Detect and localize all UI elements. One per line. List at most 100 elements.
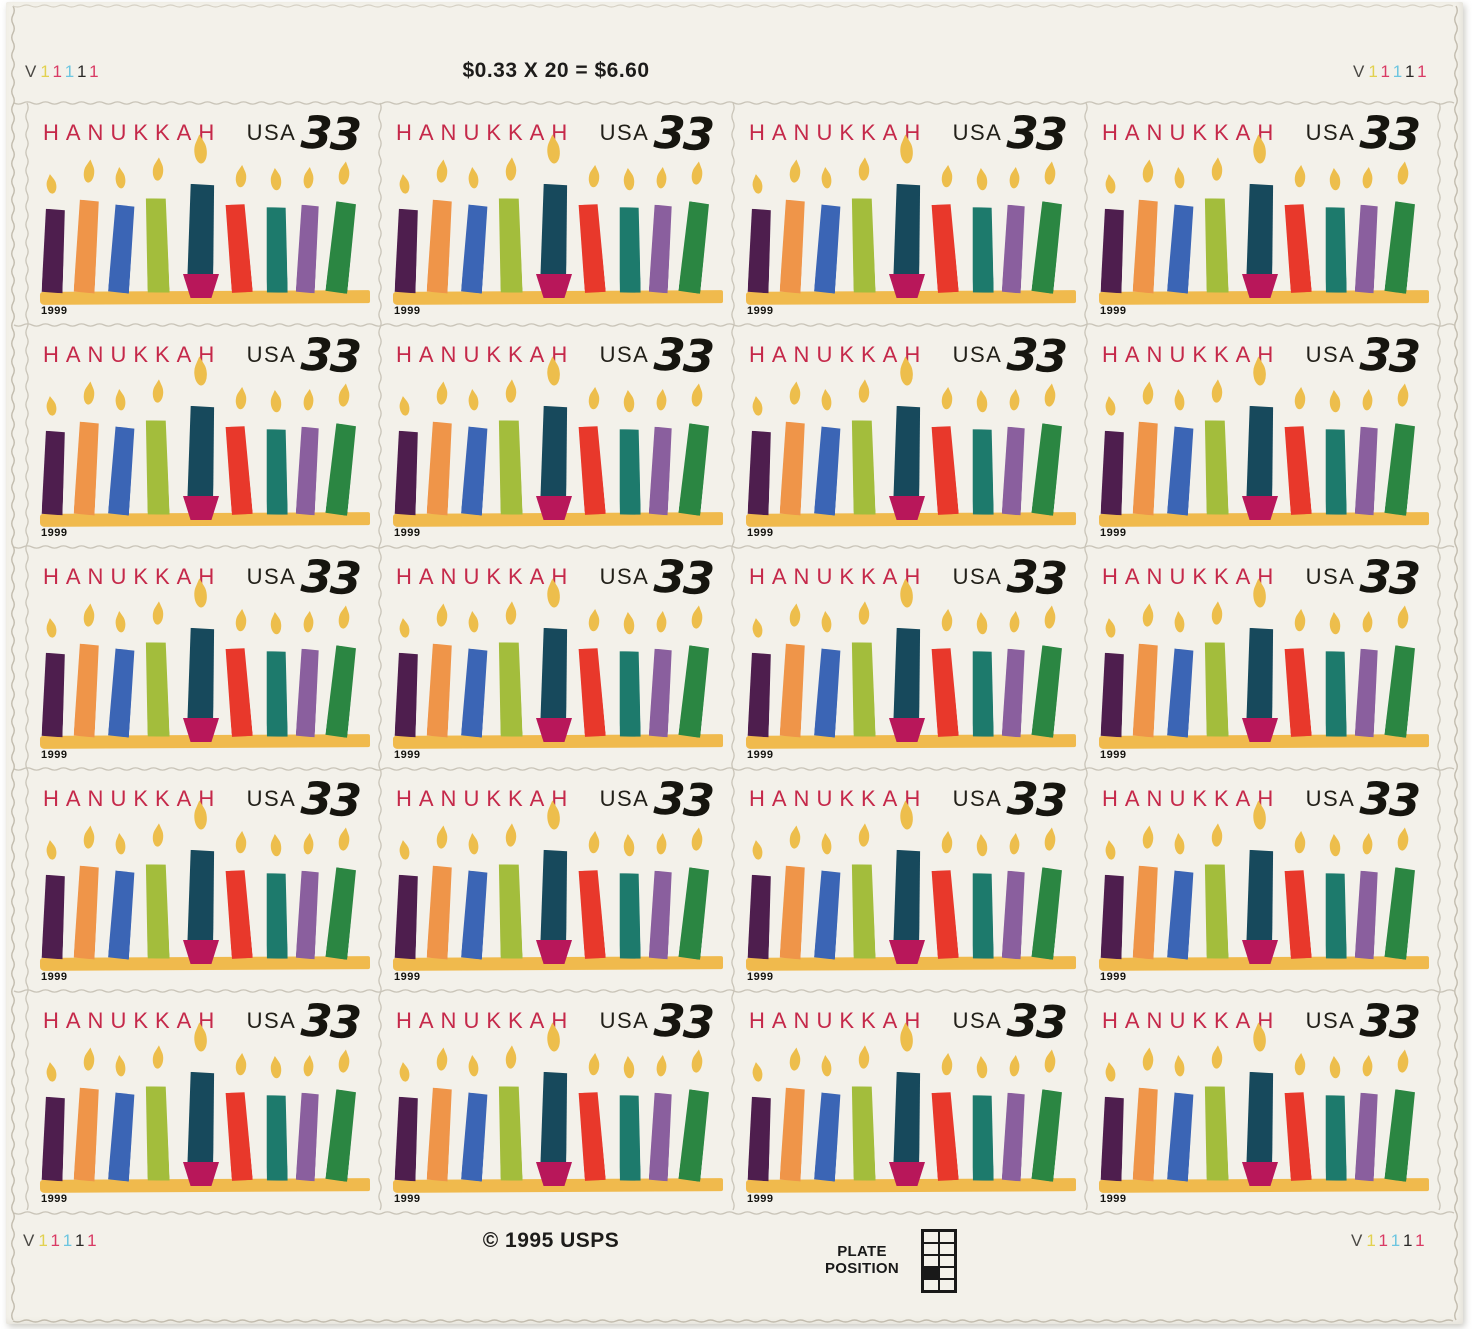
candle: [497, 642, 522, 738]
candle-flame: [750, 174, 765, 197]
candle: [893, 850, 921, 952]
menorah-candles-illustration: [1086, 103, 1439, 325]
candle-flame: [1042, 605, 1058, 633]
candle-flame: [1292, 830, 1307, 858]
stamp-header: HANUKKAH USA 33: [1102, 328, 1420, 384]
candle: [577, 203, 606, 293]
stamp-header: HANUKKAH USA 33: [43, 328, 361, 384]
candle-flame: [1292, 164, 1307, 192]
candle: [893, 628, 921, 730]
candle-flame: [1251, 134, 1269, 169]
candle: [296, 1093, 320, 1182]
candle-flame: [974, 389, 989, 417]
candle: [42, 1097, 66, 1182]
candle: [325, 423, 356, 516]
stamp-country: USA: [246, 342, 297, 367]
candle: [144, 642, 169, 738]
candle-flame: [81, 381, 96, 409]
candle: [296, 205, 320, 294]
candle-flame: [503, 823, 519, 851]
candle: [325, 645, 356, 738]
candle: [224, 1091, 253, 1181]
candle: [1101, 431, 1125, 516]
candle: [1002, 649, 1026, 738]
candle: [461, 204, 488, 293]
candle-flame: [44, 840, 59, 863]
stamp-country: USA: [1305, 120, 1356, 145]
candle: [187, 1072, 215, 1174]
stamp-year: 1999: [394, 527, 421, 539]
candle-flame: [1327, 389, 1342, 417]
stamp-country: USA: [952, 564, 1003, 589]
candle-flame: [336, 161, 352, 189]
candle: [1167, 648, 1194, 737]
candle: [427, 644, 453, 738]
candle: [893, 1072, 921, 1174]
candle: [395, 209, 419, 294]
stamp-header: HANUKKAH USA 33: [1102, 550, 1420, 606]
stamp-country: USA: [246, 564, 297, 589]
candle: [1384, 645, 1415, 738]
candle-flame: [1292, 386, 1307, 414]
candle: [1246, 184, 1274, 286]
candle-flame: [44, 174, 59, 197]
candle: [42, 875, 66, 960]
candle: [1167, 870, 1194, 959]
hanukkah-stamp: HANUKKAH USA 33 1999: [27, 769, 380, 991]
candle-flame: [503, 1045, 519, 1073]
candle-flame: [1007, 610, 1022, 637]
candle-flame: [503, 157, 519, 185]
candle: [780, 422, 806, 516]
candle-flame: [689, 1049, 705, 1077]
candle: [748, 1097, 772, 1182]
candle-flame: [466, 832, 481, 859]
candle-flame: [1140, 159, 1155, 187]
hanukkah-stamp: HANUKKAH USA 33 1999: [733, 769, 1086, 991]
hanukkah-stamp: HANUKKAH USA 33 1999: [1086, 547, 1439, 769]
candle: [1324, 651, 1346, 737]
candle: [144, 420, 169, 516]
stamp-country: USA: [1305, 342, 1356, 367]
candle: [1167, 426, 1194, 515]
sheet-value-caption: $0.33 X 20 = $6.60: [462, 59, 650, 82]
hanukkah-stamp: HANUKKAH USA 33 1999: [27, 547, 380, 769]
hanukkah-stamp: HANUKKAH USA 33 1999: [733, 991, 1086, 1213]
candle: [1324, 429, 1346, 515]
candle: [850, 864, 875, 960]
stamp-title: HANUKKAH: [1102, 564, 1281, 589]
candle: [780, 644, 806, 738]
candle-flame: [654, 832, 669, 859]
stamp-title: HANUKKAH: [396, 564, 575, 589]
plate-position-cell: [923, 1255, 939, 1267]
candle-flame: [1327, 611, 1342, 639]
candle-flame: [44, 618, 59, 641]
stamp-title: HANUKKAH: [1102, 342, 1281, 367]
candle-flame: [1103, 840, 1118, 863]
menorah-candles-illustration: [380, 991, 733, 1213]
candle-flame: [268, 389, 283, 417]
candle-flame: [150, 379, 166, 407]
candle: [1031, 1089, 1062, 1182]
candle: [1167, 204, 1194, 293]
candle-flame: [1103, 396, 1118, 419]
plate-number-prefix: V: [1351, 1231, 1367, 1250]
plate-number-digit: 1: [40, 62, 53, 81]
candle-flame: [503, 601, 519, 629]
plate-number-digit: 1: [1380, 62, 1393, 81]
candle: [577, 425, 606, 515]
plate-position-cell: [923, 1243, 939, 1255]
candle-flame: [787, 381, 802, 409]
candle: [1031, 423, 1062, 516]
plate-number-digit: 1: [52, 62, 65, 81]
stamp-title: HANUKKAH: [749, 786, 928, 811]
candle-flame: [192, 578, 210, 613]
plate-number-digit: 1: [64, 62, 77, 81]
candle: [1283, 425, 1312, 515]
candle: [649, 871, 673, 960]
candle-flame: [1209, 823, 1225, 851]
candle-flame: [1140, 603, 1155, 631]
candle-flame: [1140, 381, 1155, 409]
candle-flame: [621, 389, 636, 417]
candle-flame: [397, 1062, 412, 1085]
candle-flame: [1209, 379, 1225, 407]
